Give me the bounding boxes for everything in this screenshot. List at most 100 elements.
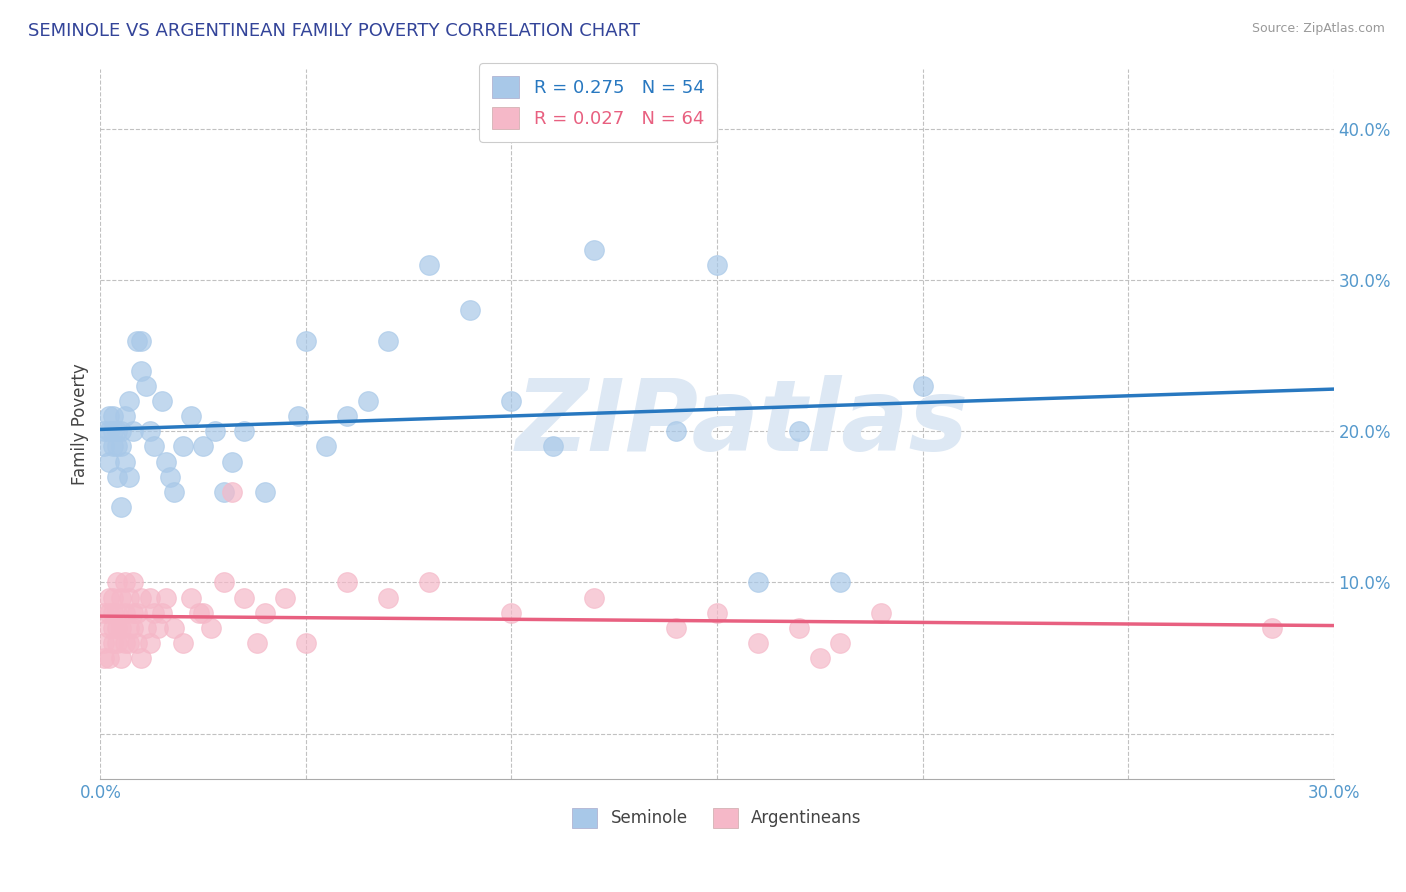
Point <box>114 409 136 424</box>
Point <box>155 454 177 468</box>
Point <box>110 424 132 438</box>
Point <box>200 621 222 635</box>
Point <box>274 591 297 605</box>
Point <box>163 621 186 635</box>
Point <box>101 591 124 605</box>
Point <box>114 454 136 468</box>
Point <box>138 424 160 438</box>
Point <box>501 394 523 409</box>
Point <box>212 575 235 590</box>
Point <box>336 409 359 424</box>
Point <box>131 364 153 378</box>
Point <box>541 439 564 453</box>
Point <box>212 484 235 499</box>
Point <box>665 424 688 438</box>
Point <box>747 636 769 650</box>
Point <box>93 424 115 438</box>
Point <box>233 591 256 605</box>
Point <box>163 484 186 499</box>
Point <box>105 439 128 453</box>
Point <box>138 636 160 650</box>
Point <box>110 651 132 665</box>
Point <box>101 621 124 635</box>
Point <box>253 606 276 620</box>
Point <box>101 409 124 424</box>
Point <box>221 454 243 468</box>
Point <box>118 394 141 409</box>
Point <box>253 484 276 499</box>
Point <box>501 606 523 620</box>
Point <box>122 621 145 635</box>
Text: ZIPatlas: ZIPatlas <box>515 376 969 472</box>
Point <box>118 621 141 635</box>
Point <box>131 591 153 605</box>
Point <box>418 258 440 272</box>
Point <box>93 439 115 453</box>
Point <box>1261 621 1284 635</box>
Point <box>105 621 128 635</box>
Point <box>150 606 173 620</box>
Point <box>105 575 128 590</box>
Point <box>787 424 810 438</box>
Point <box>118 636 141 650</box>
Point <box>97 606 120 620</box>
Point <box>127 606 149 620</box>
Y-axis label: Family Poverty: Family Poverty <box>72 363 89 484</box>
Point <box>101 606 124 620</box>
Point <box>159 469 181 483</box>
Point <box>315 439 337 453</box>
Point <box>118 469 141 483</box>
Point <box>172 439 194 453</box>
Point <box>97 621 120 635</box>
Text: SEMINOLE VS ARGENTINEAN FAMILY POVERTY CORRELATION CHART: SEMINOLE VS ARGENTINEAN FAMILY POVERTY C… <box>28 22 640 40</box>
Point <box>191 439 214 453</box>
Point <box>118 591 141 605</box>
Point <box>172 636 194 650</box>
Point <box>377 591 399 605</box>
Point <box>150 394 173 409</box>
Point <box>97 651 120 665</box>
Point <box>180 591 202 605</box>
Point <box>191 606 214 620</box>
Point <box>93 606 115 620</box>
Point <box>706 258 728 272</box>
Point <box>93 636 115 650</box>
Point <box>122 424 145 438</box>
Point <box>131 334 153 348</box>
Point <box>582 591 605 605</box>
Point <box>142 606 165 620</box>
Point <box>105 606 128 620</box>
Point <box>582 243 605 257</box>
Point <box>747 575 769 590</box>
Point <box>101 424 124 438</box>
Point <box>97 424 120 438</box>
Point <box>245 636 267 650</box>
Point <box>287 409 309 424</box>
Point <box>135 621 157 635</box>
Point <box>295 334 318 348</box>
Point <box>127 636 149 650</box>
Point <box>155 591 177 605</box>
Point <box>142 439 165 453</box>
Point <box>105 636 128 650</box>
Point <box>377 334 399 348</box>
Point <box>221 484 243 499</box>
Point <box>808 651 831 665</box>
Point <box>105 469 128 483</box>
Point <box>97 409 120 424</box>
Point <box>356 394 378 409</box>
Point <box>97 454 120 468</box>
Point <box>830 636 852 650</box>
Text: Source: ZipAtlas.com: Source: ZipAtlas.com <box>1251 22 1385 36</box>
Point <box>911 379 934 393</box>
Point <box>97 591 120 605</box>
Point <box>101 439 124 453</box>
Point <box>233 424 256 438</box>
Point <box>93 651 115 665</box>
Point <box>180 409 202 424</box>
Point <box>460 303 482 318</box>
Point <box>122 606 145 620</box>
Point <box>114 575 136 590</box>
Point <box>830 575 852 590</box>
Point <box>706 606 728 620</box>
